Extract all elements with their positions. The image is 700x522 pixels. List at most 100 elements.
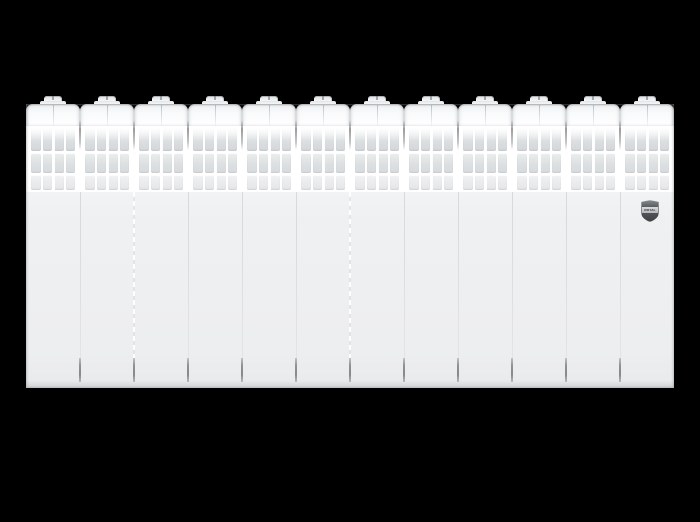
- vent-cell: [162, 175, 172, 190]
- section-cap: [566, 104, 620, 126]
- vent-cell: [96, 126, 106, 151]
- vent-cell: [270, 175, 280, 190]
- vent-cell: [281, 153, 291, 173]
- vent-cell: [31, 153, 41, 173]
- vent-cell: [247, 126, 257, 151]
- section-cap: [512, 104, 566, 126]
- vent-cell: [605, 175, 615, 190]
- section-panel: [458, 192, 512, 388]
- vent-cell: [497, 153, 507, 173]
- radiator-section: [404, 96, 458, 388]
- vent-cell: [173, 175, 183, 190]
- radiator-section: [188, 96, 242, 388]
- vent-cell: [281, 175, 291, 190]
- vent-cell: [204, 126, 214, 151]
- vent-cell: [312, 153, 322, 173]
- vent-cell: [216, 153, 226, 173]
- vent-cell: [540, 175, 550, 190]
- vent-cell: [335, 126, 345, 151]
- vent-cell: [443, 126, 453, 151]
- vent-cell: [486, 153, 496, 173]
- section-tab-row: [620, 96, 674, 104]
- vent-cell: [378, 175, 388, 190]
- vent-cell: [463, 126, 473, 151]
- vent-cell: [54, 153, 64, 173]
- section-panel: [404, 192, 458, 388]
- vent-cell: [258, 126, 268, 151]
- vent-cell: [389, 153, 399, 173]
- vent-cell: [432, 175, 442, 190]
- vent-cell: [150, 126, 160, 151]
- vent-cell: [625, 126, 635, 151]
- section-tab-row: [458, 96, 512, 104]
- radiator-section: [296, 96, 350, 388]
- section-top-tab: [580, 96, 606, 104]
- vent-cell: [31, 126, 41, 151]
- radiator-section: [566, 96, 620, 388]
- section-top-tab: [310, 96, 336, 104]
- vent-cell: [258, 175, 268, 190]
- vent-cell: [528, 175, 538, 190]
- vent-cell: [85, 153, 95, 173]
- vent-cell: [659, 175, 669, 190]
- section-top-tab: [94, 96, 120, 104]
- vent-cell: [497, 126, 507, 151]
- section-cap: [350, 104, 404, 126]
- radiator-section: [512, 96, 566, 388]
- vent-cell: [335, 175, 345, 190]
- vent-cell: [312, 126, 322, 151]
- section-top-tab: [256, 96, 282, 104]
- section-tab-row: [404, 96, 458, 104]
- vent-cell: [216, 175, 226, 190]
- radiator-section: [620, 96, 674, 388]
- vent-cell: [281, 126, 291, 151]
- section-panel: [566, 192, 620, 388]
- section-top-tab: [418, 96, 444, 104]
- vent-cell: [324, 126, 334, 151]
- vent-cell: [636, 126, 646, 151]
- vent-cell: [162, 126, 172, 151]
- vent-cell: [571, 175, 581, 190]
- vent-cell: [42, 153, 52, 173]
- vent-cell: [301, 153, 311, 173]
- section-cap: [242, 104, 296, 126]
- vent-cell: [108, 153, 118, 173]
- section-cap: [188, 104, 242, 126]
- vent-cell: [312, 175, 322, 190]
- badge-band: ROYAL: [642, 207, 658, 213]
- vent-cell: [173, 153, 183, 173]
- vent-grid: [80, 126, 134, 192]
- radiator-section: [80, 96, 134, 388]
- vent-cell: [474, 175, 484, 190]
- section-tab-row: [80, 96, 134, 104]
- vent-cell: [551, 153, 561, 173]
- vent-cell: [540, 153, 550, 173]
- vent-cell: [378, 153, 388, 173]
- badge-label: ROYAL: [644, 207, 656, 212]
- section-tab-row: [350, 96, 404, 104]
- section-top-tab: [148, 96, 174, 104]
- vent-cell: [517, 126, 527, 151]
- vent-cell: [108, 175, 118, 190]
- vent-cell: [193, 126, 203, 151]
- section-top-tab: [202, 96, 228, 104]
- vent-cell: [443, 153, 453, 173]
- section-panel: [80, 192, 134, 388]
- section-panel: [620, 192, 674, 388]
- section-cap: [134, 104, 188, 126]
- section-panel: [296, 192, 350, 388]
- vent-cell: [420, 126, 430, 151]
- vent-cell: [335, 153, 345, 173]
- vent-cell: [204, 153, 214, 173]
- vent-cell: [173, 126, 183, 151]
- vent-cell: [324, 153, 334, 173]
- section-top-tab: [634, 96, 660, 104]
- vent-grid: [296, 126, 350, 192]
- vent-cell: [42, 126, 52, 151]
- vent-cell: [366, 153, 376, 173]
- vent-cell: [659, 126, 669, 151]
- vent-cell: [551, 126, 561, 151]
- vent-cell: [139, 153, 149, 173]
- section-tab-row: [188, 96, 242, 104]
